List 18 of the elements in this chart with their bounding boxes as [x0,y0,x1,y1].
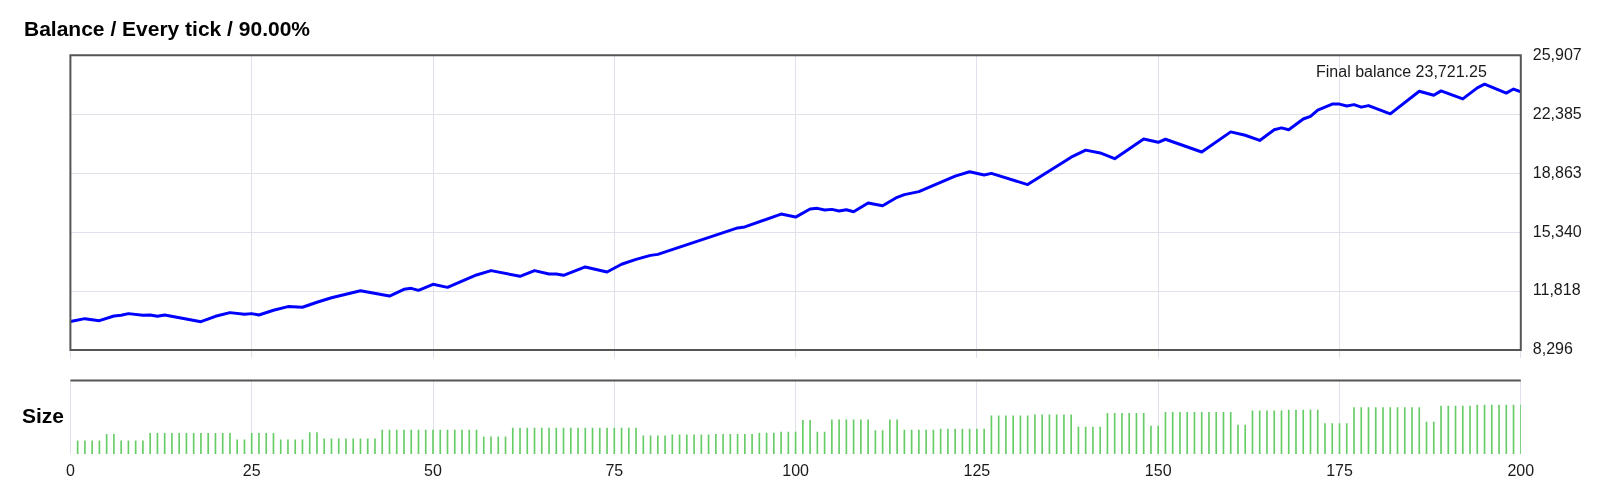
y-tick-label: 11,818 [1532,281,1581,299]
y-tick-label: 15,340 [1532,222,1582,240]
x-tick-label: 75 [605,462,624,480]
x-tick-label: 150 [1144,462,1172,480]
x-tick-label: 50 [424,462,442,480]
y-tick-label: 18,863 [1532,163,1582,181]
y-axis-title: Size [22,404,65,428]
y-tick-label: 25,907 [1532,45,1582,63]
x-tick-label: 175 [1326,462,1353,480]
y-tick-label: 8,296 [1532,340,1573,358]
chart-title: Balance / Every tick / 90.00% [24,16,311,40]
x-tick-label: 25 [242,462,261,480]
x-tick-label: 0 [65,462,75,480]
x-tick-label: 100 [782,462,810,480]
x-tick-label: 200 [1507,462,1535,480]
annotation: Final balance 23,721.25 [1316,63,1487,81]
x-tick-label: 125 [963,462,991,480]
y-tick-label: 22,385 [1532,104,1582,122]
